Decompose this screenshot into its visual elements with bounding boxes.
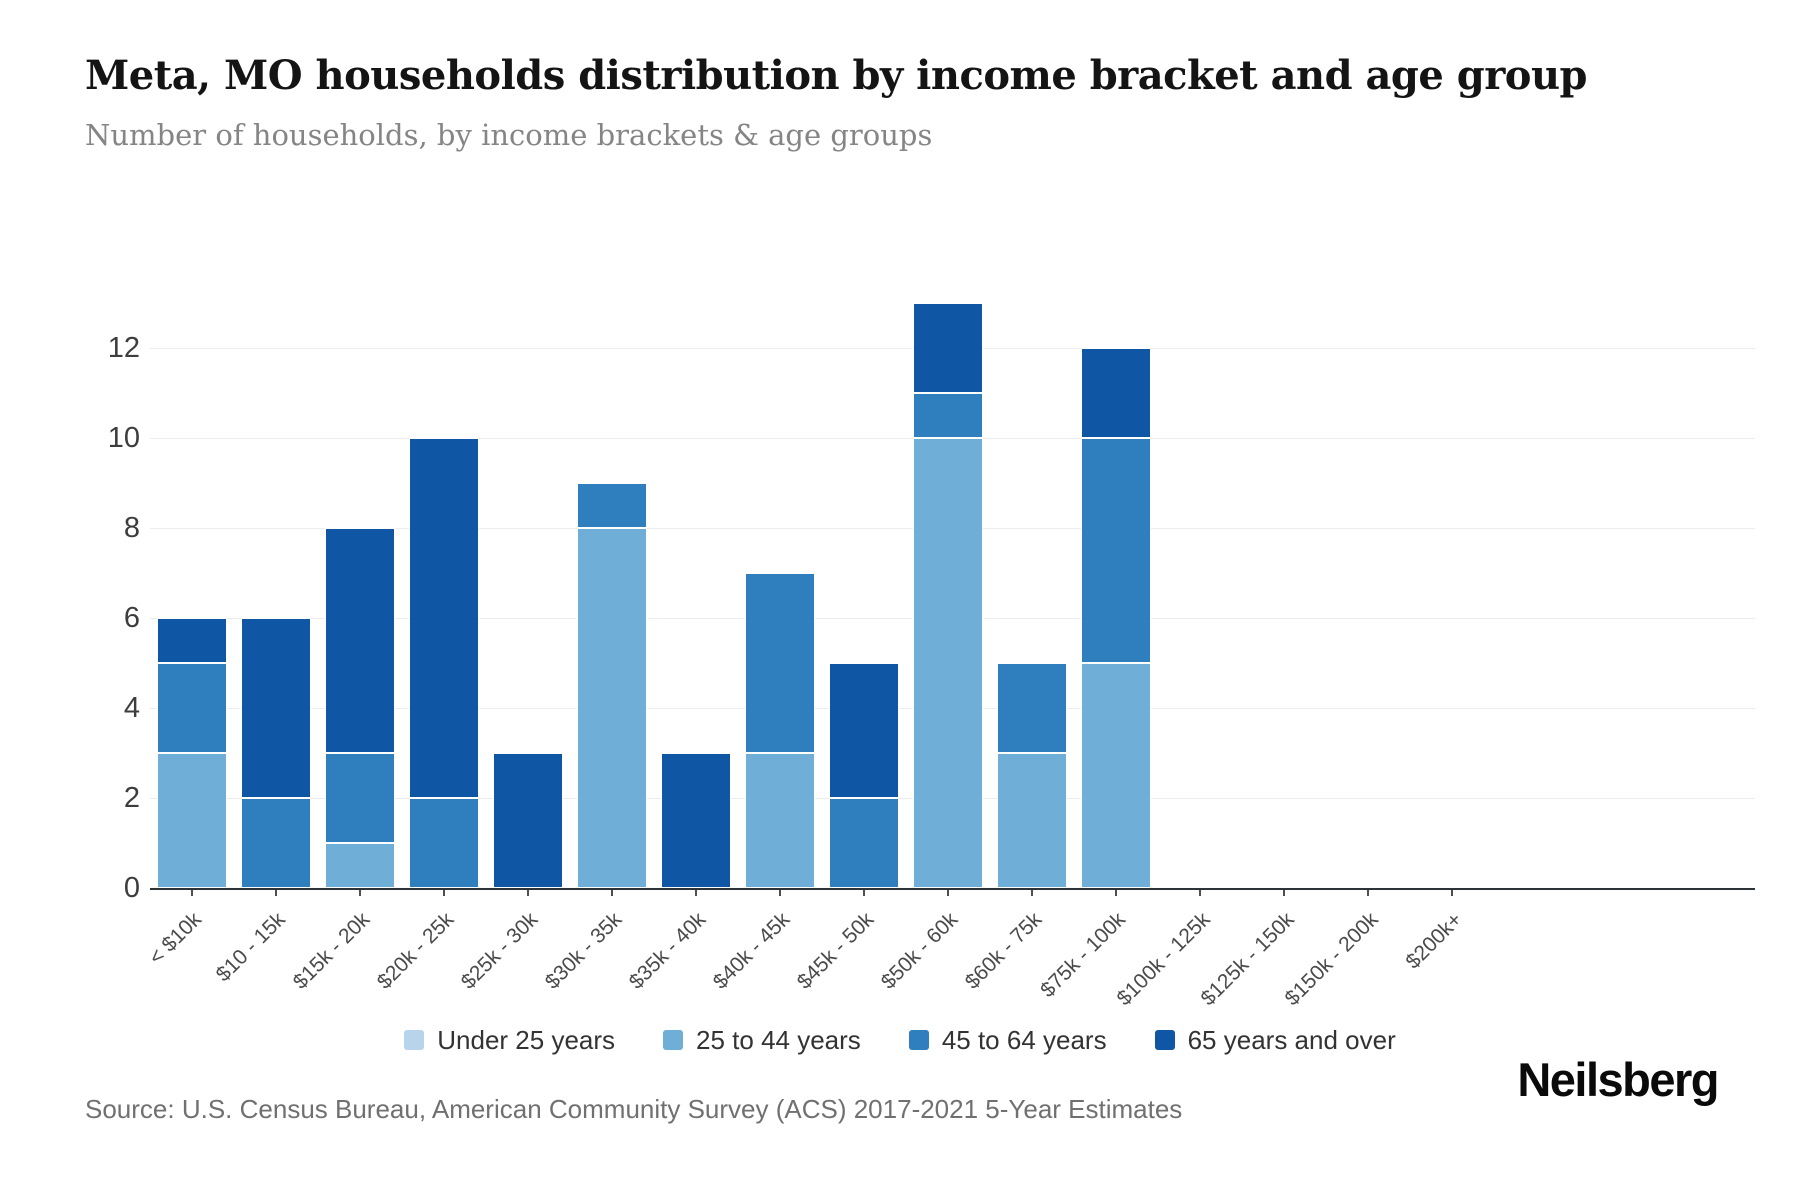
axis-tick — [863, 890, 865, 896]
x-axis-label-text: $30k - 35k — [540, 908, 627, 994]
bar-segment[interactable] — [661, 753, 731, 888]
bar-segment[interactable] — [577, 528, 647, 888]
x-axis-label-text: $200k+ — [1400, 908, 1467, 974]
axis-tick — [947, 890, 949, 896]
bar-segment[interactable] — [829, 798, 899, 888]
legend-item-under-25-years[interactable]: Under 25 years — [404, 1025, 615, 1056]
y-axis-label: 2 — [123, 782, 140, 814]
y-axis-label: 8 — [123, 512, 140, 544]
bar-segment[interactable] — [913, 438, 983, 888]
x-axis-label-text: $45k - 50k — [792, 908, 879, 994]
legend-label: 25 to 44 years — [696, 1024, 861, 1055]
x-axis-line — [150, 888, 1755, 890]
bar-segment[interactable] — [157, 753, 227, 888]
bar-segment[interactable] — [1081, 438, 1151, 663]
bar-segment[interactable] — [325, 528, 395, 753]
bar-segment[interactable] — [157, 618, 227, 663]
axis-tick — [443, 890, 445, 896]
axis-tick — [1115, 890, 1117, 896]
legend-label: 45 to 64 years — [941, 1024, 1107, 1055]
bar-segment[interactable] — [493, 753, 563, 888]
bar-segment[interactable] — [577, 483, 647, 528]
legend-item-65-years-and-over[interactable]: 65 years and over — [1154, 1024, 1396, 1056]
bar-segment[interactable] — [241, 798, 311, 888]
axis-tick — [1283, 890, 1285, 896]
bar-segment[interactable] — [1081, 348, 1151, 438]
neilsberg-logo: Neilsberg — [1517, 1053, 1719, 1106]
axis-tick — [1451, 890, 1453, 896]
x-axis-label-text: $10 - 15k — [212, 908, 291, 987]
bar-segment[interactable] — [913, 303, 983, 393]
chart-title: Meta, MO households distribution by inco… — [85, 52, 1588, 99]
axis-tick — [275, 890, 277, 896]
y-axis-label: 12 — [107, 332, 140, 364]
legend-swatch — [908, 1030, 929, 1050]
legend-item-25-to-44-years[interactable]: 25 to 44 years — [663, 1025, 861, 1056]
y-axis-label: 0 — [123, 872, 140, 904]
legend-item-45-to-64-years[interactable]: 45 to 64 years — [908, 1024, 1107, 1056]
x-axis-label-text: $50k - 60k — [876, 908, 963, 994]
x-axis-label-text: < $10k — [144, 908, 207, 970]
bar-segment[interactable] — [157, 663, 227, 753]
bar-segment[interactable] — [997, 753, 1067, 888]
bar-segment[interactable] — [409, 798, 479, 888]
bar-segment[interactable] — [829, 663, 899, 798]
x-axis-label-text: $60k - 75k — [960, 908, 1047, 994]
axis-tick — [611, 890, 613, 896]
legend-swatch — [663, 1030, 684, 1050]
bar-segment[interactable] — [325, 753, 395, 843]
source-note: Source: U.S. Census Bureau, American Com… — [85, 1094, 1183, 1124]
axis-tick — [359, 890, 361, 896]
y-axis-label: 4 — [123, 692, 140, 724]
bar-segment[interactable] — [409, 438, 479, 798]
legend-label: Under 25 years — [437, 1024, 616, 1055]
legend: Under 25 years 25 to 44 years 45 to 64 yea… — [0, 1020, 1800, 1060]
bar-segment[interactable] — [1081, 663, 1151, 888]
x-axis-label-text: $15k - 20k — [288, 908, 375, 994]
x-axis-label-text: $25k - 30k — [456, 908, 543, 994]
axis-tick — [527, 890, 529, 896]
bar-segment[interactable] — [745, 753, 815, 888]
axis-tick — [1367, 890, 1369, 896]
axis-tick — [191, 890, 193, 896]
x-axis-label-text: $20k - 25k — [372, 908, 459, 994]
bar-segment[interactable] — [241, 618, 311, 798]
y-axis-label: 6 — [123, 602, 140, 634]
legend-label: 65 years and over — [1187, 1024, 1396, 1055]
y-axis-label: 10 — [107, 422, 140, 454]
legend-swatch — [404, 1030, 425, 1050]
axis-tick — [1199, 890, 1201, 896]
axis-tick — [695, 890, 697, 896]
x-axis-label-text: $35k - 40k — [624, 908, 711, 994]
x-axis-label-text: $40k - 45k — [708, 908, 795, 994]
bar-segment[interactable] — [913, 393, 983, 438]
chart-subtitle: Number of households, by income brackets… — [85, 118, 933, 152]
bar-segment[interactable] — [325, 843, 395, 888]
axis-tick — [1031, 890, 1033, 896]
bar-segment[interactable] — [745, 573, 815, 753]
bar-segment[interactable] — [997, 663, 1067, 753]
legend-swatch — [1154, 1030, 1175, 1050]
axis-tick — [779, 890, 781, 896]
